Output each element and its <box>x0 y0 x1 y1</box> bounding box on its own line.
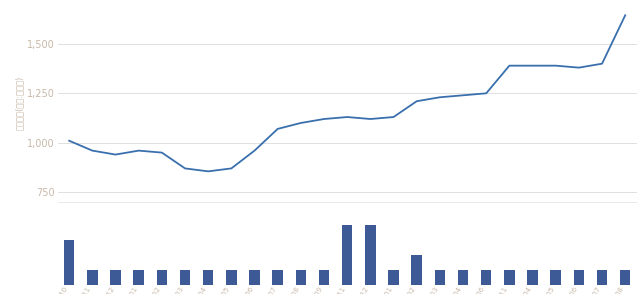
Bar <box>527 270 538 285</box>
Bar <box>110 270 121 285</box>
Bar <box>620 270 630 285</box>
Bar <box>342 225 353 285</box>
Bar <box>481 270 492 285</box>
Bar <box>365 225 376 285</box>
Bar <box>550 270 561 285</box>
Bar <box>573 270 584 285</box>
Bar <box>504 270 515 285</box>
Bar <box>180 270 190 285</box>
Y-axis label: 거래금액(단위:백만원): 거래금액(단위:백만원) <box>15 76 24 130</box>
Bar <box>319 270 329 285</box>
Bar <box>250 270 260 285</box>
Bar <box>388 270 399 285</box>
Bar <box>597 270 607 285</box>
Bar <box>87 270 97 285</box>
Bar <box>412 255 422 285</box>
Bar <box>64 240 74 285</box>
Bar <box>296 270 306 285</box>
Bar <box>134 270 144 285</box>
Bar <box>157 270 167 285</box>
Bar <box>203 270 213 285</box>
Bar <box>458 270 468 285</box>
Bar <box>226 270 237 285</box>
Bar <box>435 270 445 285</box>
Bar <box>273 270 283 285</box>
